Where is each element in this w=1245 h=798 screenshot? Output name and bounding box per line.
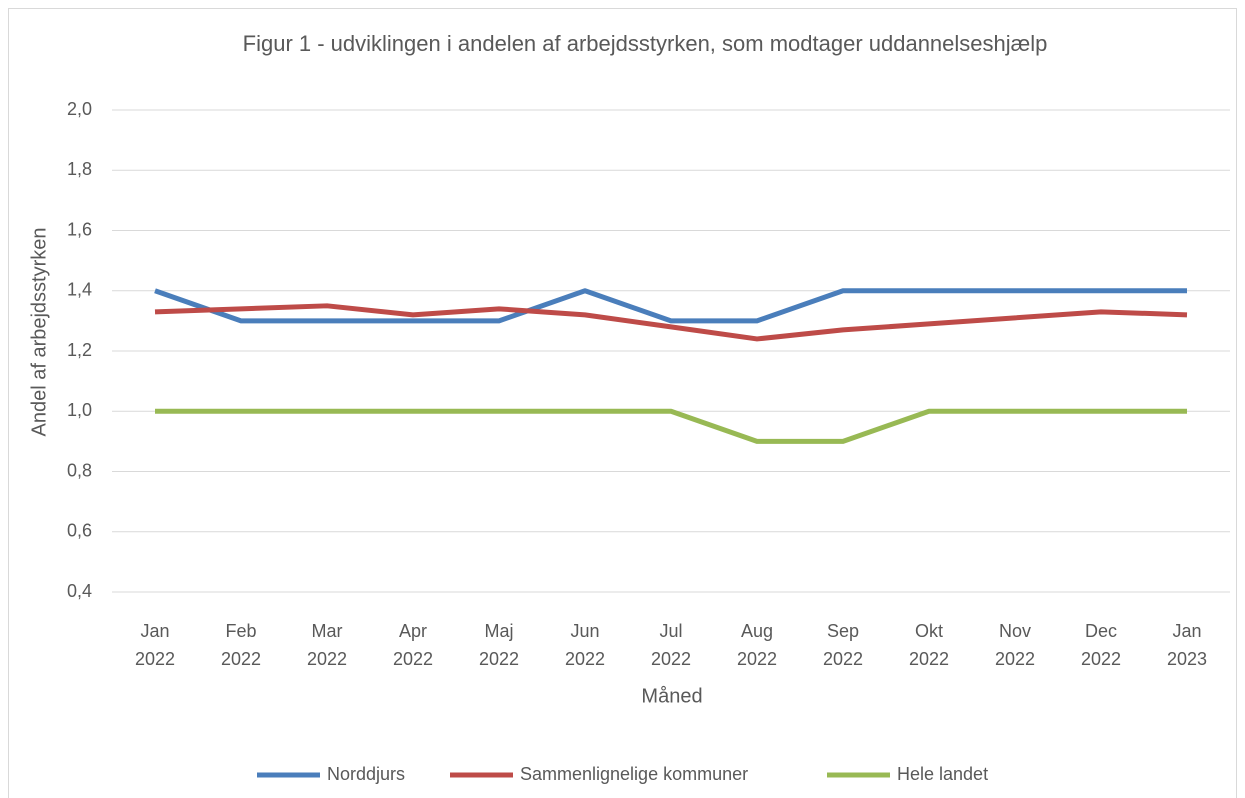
y-tick-label: 2,0 — [67, 99, 92, 119]
y-tick-label: 1,0 — [67, 400, 92, 420]
chart-title: Figur 1 - udviklingen i andelen af arbej… — [243, 31, 1048, 56]
legend-label: Sammenlignelige kommuner — [520, 764, 748, 784]
x-tick-label: Jan 2023 — [1167, 621, 1207, 669]
legend-label: Hele landet — [897, 764, 988, 784]
x-axis-label: Måned — [641, 685, 702, 707]
chart-border — [8, 8, 1237, 798]
series-line — [155, 408, 1187, 444]
y-tick-label: 1,4 — [67, 280, 92, 300]
x-tick-label: Mar 2022 — [307, 621, 347, 669]
x-tick-label: Nov 2022 — [995, 621, 1035, 669]
y-tick-label: 0,8 — [67, 460, 92, 480]
x-tick-label: Jun 2022 — [565, 621, 605, 669]
x-tick-label: Jul 2022 — [651, 621, 691, 669]
x-tick-label: Dec 2022 — [1081, 621, 1121, 669]
legend-label: Norddjurs — [327, 764, 405, 784]
x-tick-label: Aug 2022 — [737, 621, 777, 669]
series-line — [154, 303, 1188, 342]
x-tick-label: Sep 2022 — [823, 621, 863, 669]
series-line — [154, 288, 1187, 324]
x-tick-label: Apr 2022 — [393, 621, 433, 669]
y-tick-label: 1,6 — [67, 219, 92, 239]
x-tick-label: Okt 2022 — [909, 621, 949, 669]
y-tick-label: 1,2 — [67, 340, 92, 360]
y-tick-label: 0,4 — [67, 581, 92, 601]
y-tick-label: 1,8 — [67, 159, 92, 179]
x-tick-label: Feb 2022 — [221, 621, 261, 669]
y-axis-label: Andel af arbejdsstyrken — [28, 227, 50, 436]
y-tick-label: 0,6 — [67, 521, 92, 541]
x-tick-label: Jan 2022 — [135, 621, 175, 669]
x-tick-label: Maj 2022 — [479, 621, 519, 669]
